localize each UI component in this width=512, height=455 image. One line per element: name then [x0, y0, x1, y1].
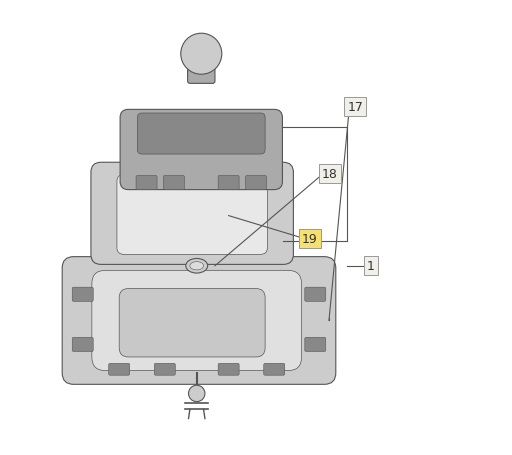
FancyBboxPatch shape: [72, 338, 93, 352]
FancyBboxPatch shape: [305, 338, 326, 352]
Circle shape: [181, 34, 222, 75]
FancyBboxPatch shape: [119, 289, 265, 357]
FancyBboxPatch shape: [91, 163, 293, 265]
FancyBboxPatch shape: [163, 176, 184, 190]
FancyBboxPatch shape: [264, 364, 285, 375]
FancyBboxPatch shape: [305, 288, 326, 302]
Text: 18: 18: [322, 167, 338, 180]
FancyBboxPatch shape: [92, 271, 302, 371]
FancyBboxPatch shape: [72, 288, 93, 302]
Text: 17: 17: [348, 101, 364, 113]
FancyBboxPatch shape: [246, 176, 266, 190]
Circle shape: [188, 385, 205, 402]
Ellipse shape: [190, 262, 204, 270]
FancyBboxPatch shape: [218, 176, 239, 190]
Text: 19: 19: [302, 233, 317, 245]
FancyBboxPatch shape: [218, 364, 239, 375]
FancyBboxPatch shape: [62, 257, 336, 384]
FancyBboxPatch shape: [154, 364, 175, 375]
FancyBboxPatch shape: [187, 48, 215, 84]
FancyBboxPatch shape: [109, 364, 130, 375]
FancyBboxPatch shape: [137, 114, 265, 155]
FancyBboxPatch shape: [136, 176, 157, 190]
Text: 1: 1: [367, 260, 375, 273]
FancyBboxPatch shape: [120, 110, 283, 190]
FancyBboxPatch shape: [117, 175, 267, 255]
Ellipse shape: [186, 259, 208, 273]
